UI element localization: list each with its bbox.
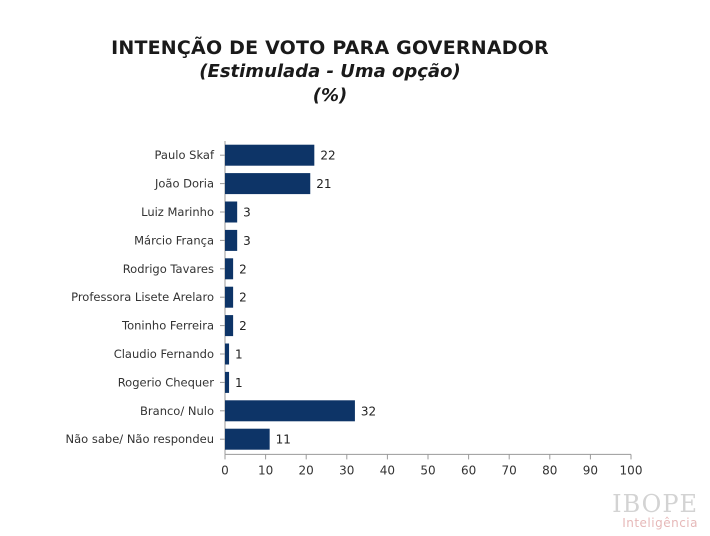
category-label: Professora Lisete Arelaro xyxy=(71,290,214,304)
x-tick-label: 20 xyxy=(299,463,314,477)
data-label: 3 xyxy=(243,234,251,248)
bar xyxy=(225,371,230,393)
category-label: Rodrigo Tavares xyxy=(123,262,214,276)
ibope-logo: IBOPE Inteligência xyxy=(612,492,698,530)
x-tick-label: 100 xyxy=(620,463,643,477)
data-label: 32 xyxy=(361,404,376,418)
data-label: 2 xyxy=(239,319,247,333)
data-label: 22 xyxy=(320,149,335,163)
bar xyxy=(225,315,234,337)
data-label: 2 xyxy=(239,262,247,276)
chart-title: INTENÇÃO DE VOTO PARA GOVERNADOR xyxy=(111,37,549,59)
category-label: Não sabe/ Não respondeu xyxy=(66,432,214,446)
x-tick-label: 30 xyxy=(339,463,354,477)
category-label: Toninho Ferreira xyxy=(121,319,214,333)
category-label: João Doria xyxy=(154,177,214,191)
x-tick-label: 60 xyxy=(461,463,476,477)
category-label: Paulo Skaf xyxy=(155,148,215,162)
bar xyxy=(225,428,270,450)
logo-name: IBOPE xyxy=(612,490,698,518)
bar xyxy=(225,173,311,195)
x-tick-label: 80 xyxy=(542,463,557,477)
x-tick-label: 50 xyxy=(420,463,435,477)
x-tick-label: 10 xyxy=(258,463,273,477)
data-label: 3 xyxy=(243,206,251,220)
bar xyxy=(225,229,238,251)
data-label: 1 xyxy=(235,376,243,390)
category-label: Luiz Marinho xyxy=(141,205,214,219)
chart-subtitle: (Estimulada - Uma opção) xyxy=(199,61,461,82)
bar xyxy=(225,258,234,280)
x-tick-label: 40 xyxy=(380,463,395,477)
bar xyxy=(225,144,315,166)
data-label: 21 xyxy=(316,177,331,191)
bar xyxy=(225,201,238,223)
bar xyxy=(225,286,234,308)
category-label: Branco/ Nulo xyxy=(140,404,214,418)
data-label: 11 xyxy=(276,433,291,447)
category-label: Rogerio Chequer xyxy=(118,375,215,389)
bar xyxy=(225,343,230,365)
chart-title-block: INTENÇÃO DE VOTO PARA GOVERNADOR (Estimu… xyxy=(60,36,600,108)
data-label: 2 xyxy=(239,291,247,305)
logo-subtitle: Inteligência xyxy=(622,516,698,530)
category-label: Claudio Fernando xyxy=(114,347,214,361)
x-tick-label: 0 xyxy=(221,463,229,477)
data-label: 1 xyxy=(235,348,243,362)
bar xyxy=(225,400,355,422)
x-tick-label: 90 xyxy=(583,463,598,477)
x-tick-label: 70 xyxy=(502,463,517,477)
chart-unit-label: (%) xyxy=(312,85,348,106)
category-label: Márcio França xyxy=(134,233,214,247)
